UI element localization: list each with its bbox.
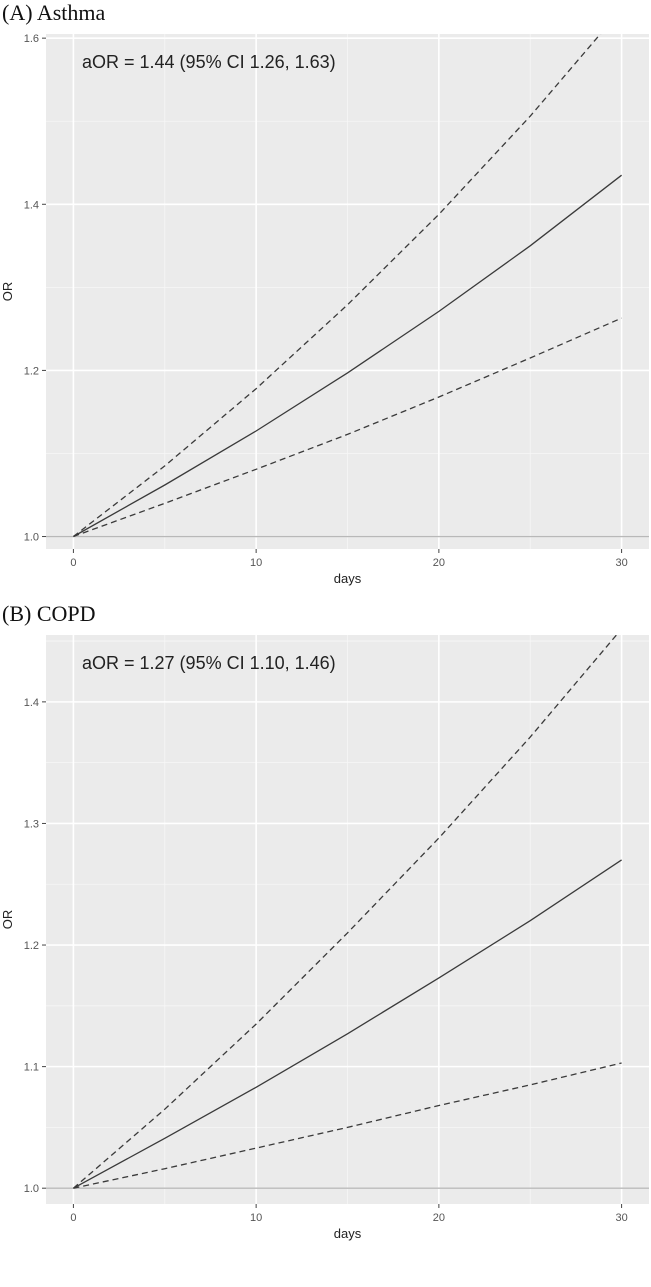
y-tick-label: 1.4: [24, 199, 39, 211]
annotation: aOR = 1.27 (95% CI 1.10, 1.46): [82, 653, 336, 673]
x-tick-label: 20: [433, 557, 445, 569]
x-tick-label: 10: [250, 557, 262, 569]
panel-label: (A) Asthma: [2, 0, 106, 25]
x-axis-title: days: [334, 1226, 362, 1241]
x-axis-title: days: [334, 571, 362, 586]
y-tick-label: 1.0: [24, 1183, 39, 1195]
y-axis-title: OR: [0, 910, 15, 930]
ci-line: [73, 34, 602, 538]
y-tick-label: 1.6: [24, 33, 39, 45]
estimate-line: [73, 859, 622, 1189]
y-tick-label: 1.1: [24, 1062, 39, 1074]
x-tick-label: 0: [70, 557, 76, 569]
panel-a: (A) Asthma 0 10 20 30 1.0 1.2 1.4 1.6 aOR = 1.44…: [0, 0, 651, 640]
ci-line: [73, 1062, 622, 1189]
y-tick-label: 1.4: [24, 697, 39, 709]
x-tick-label: 30: [615, 1212, 627, 1224]
x-tick-label: 10: [250, 1212, 262, 1224]
y-axis-title: OR: [0, 282, 15, 302]
estimate-line: [73, 174, 622, 538]
y-tick-label: 1.2: [24, 940, 39, 952]
y-tick-label: 1.0: [24, 532, 39, 544]
chart-a: 0 10 20 30 1.0 1.2 1.4 1.6 aOR = 1.44 (95% CI 1.…: [0, 33, 649, 586]
x-tick-label: 30: [615, 557, 627, 569]
ci-line: [72, 635, 618, 1189]
chart-b: 0 10 20 30 1.0 1.1 1.2 1.3 1.4 aOR = 1.27 (95% CI…: [0, 635, 649, 1241]
y-tick-label: 1.2: [24, 365, 39, 377]
ci-line: [73, 317, 622, 538]
annotation: aOR = 1.44 (95% CI 1.26, 1.63): [82, 52, 336, 72]
panel-b: (B) COPD 0 10 20 30 1.0 1.1 1.2 1.3 1.4 aOR = 1.2…: [0, 601, 651, 1287]
panel-label: (B) COPD: [2, 601, 96, 626]
y-tick-label: 1.3: [24, 818, 39, 830]
x-tick-label: 0: [70, 1212, 76, 1224]
x-tick-label: 20: [433, 1212, 445, 1224]
